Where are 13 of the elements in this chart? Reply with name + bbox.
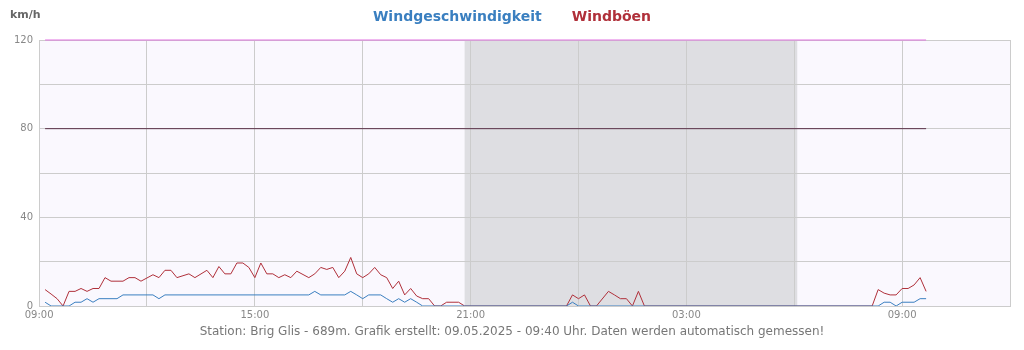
x-tick-label: 03:00	[671, 308, 701, 320]
text: Station: Brig Glis - 689m. Grafik erstellt: 09.05.2025 - 09:40 Uhr. Daten werden automatisch gemessen!	[198, 324, 826, 338]
y-tick-label: 0	[26, 299, 34, 311]
x-tick-label: 09:00	[24, 308, 54, 320]
x-tick-label: 21:00	[456, 308, 486, 320]
y-tick-label: 40	[20, 210, 34, 222]
y-tick-label: 120	[13, 33, 34, 45]
text: Windgeschwindigkeit	[372, 8, 542, 24]
y-tick-label: 80	[20, 122, 34, 134]
text: Windböen	[571, 8, 652, 24]
x-tick-label: 15:00	[240, 308, 270, 320]
x-tick-label: 09:00	[887, 308, 917, 320]
y-axis-title: km/h	[10, 8, 41, 21]
